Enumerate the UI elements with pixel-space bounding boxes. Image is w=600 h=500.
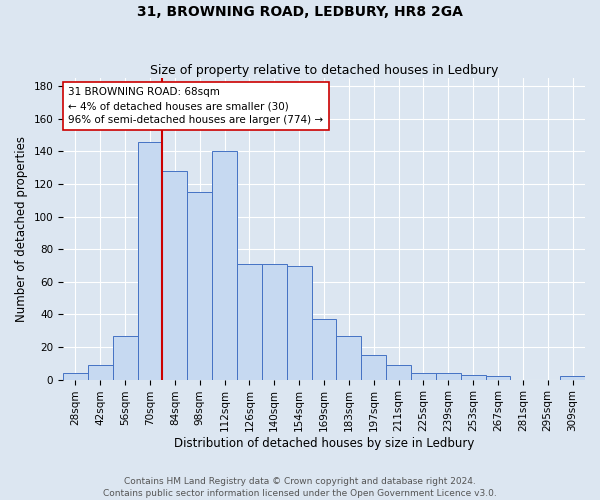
Bar [63,373,88,380]
Text: Contains HM Land Registry data © Crown copyright and database right 2024.
Contai: Contains HM Land Registry data © Crown c… [103,476,497,498]
Text: 31 BROWNING ROAD: 68sqm
← 4% of detached houses are smaller (30)
96% of semi-det: 31 BROWNING ROAD: 68sqm ← 4% of detached… [68,87,323,125]
Title: Size of property relative to detached houses in Ledbury: Size of property relative to detached ho… [150,64,498,77]
Bar [287,266,311,380]
Bar [237,264,262,380]
Bar [137,142,163,380]
Bar [311,320,337,380]
Bar [361,355,386,380]
Bar [386,365,411,380]
Text: 31, BROWNING ROAD, LEDBURY, HR8 2GA: 31, BROWNING ROAD, LEDBURY, HR8 2GA [137,5,463,19]
Bar [436,373,461,380]
Bar [113,336,137,380]
Bar [262,264,287,380]
Bar [187,192,212,380]
Bar [88,365,113,380]
Bar [461,374,485,380]
Bar [560,376,585,380]
Bar [163,171,187,380]
Bar [212,152,237,380]
X-axis label: Distribution of detached houses by size in Ledbury: Distribution of detached houses by size … [174,437,474,450]
Bar [411,373,436,380]
Bar [337,336,361,380]
Bar [485,376,511,380]
Y-axis label: Number of detached properties: Number of detached properties [15,136,28,322]
